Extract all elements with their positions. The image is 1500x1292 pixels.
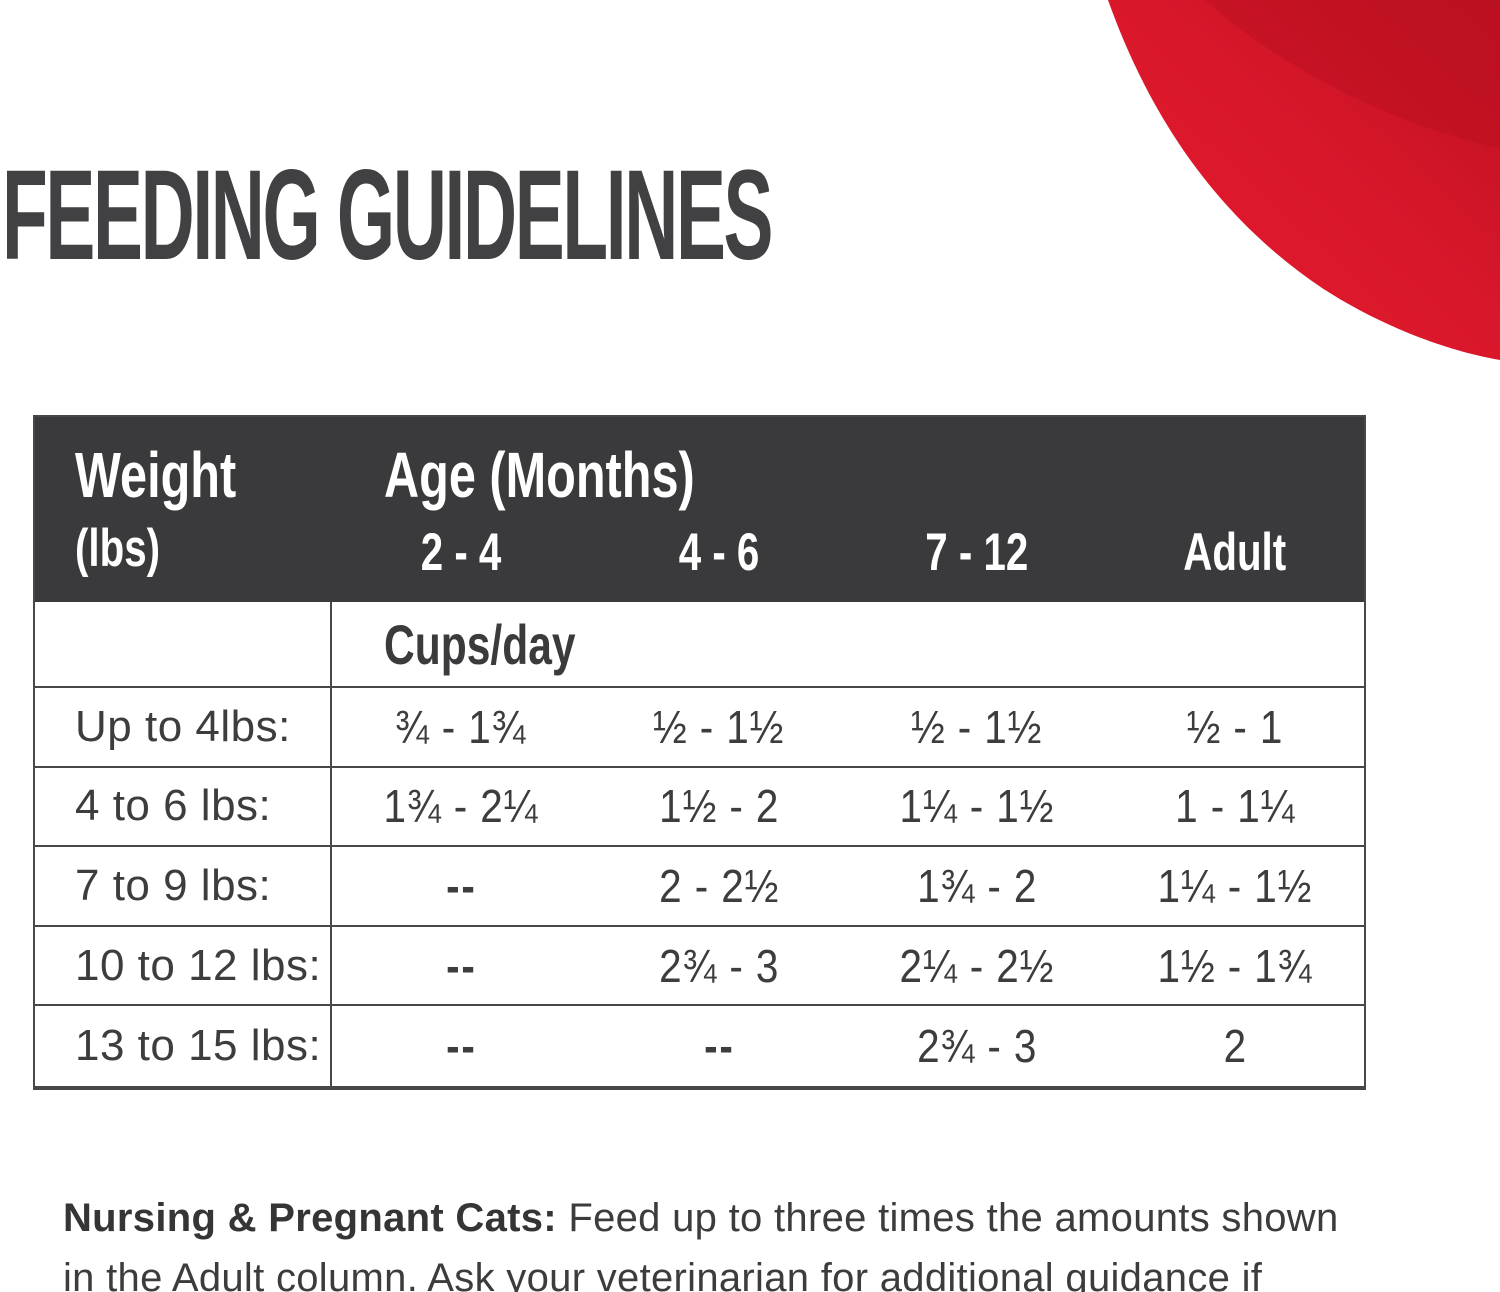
table-cell: 2 - 2½ bbox=[590, 847, 848, 927]
table-cell: 2¾ - 3 bbox=[848, 1006, 1106, 1086]
row-3-val-7-12: 1¾ - 2 bbox=[916, 859, 1038, 912]
header-col-7-12-label: 7 - 12 bbox=[925, 523, 1029, 582]
table-cell: 1¼ - 1½ bbox=[1106, 847, 1364, 927]
units-row-spacer bbox=[35, 602, 332, 688]
table-cell: 1 - 1¼ bbox=[1106, 768, 1364, 848]
row-4-val-adult: 1½ - 1¾ bbox=[1157, 939, 1313, 992]
table-cell: ½ - 1 bbox=[1106, 688, 1364, 768]
table-row-weight: Up to 4lbs: bbox=[35, 688, 332, 768]
table-cell: -- bbox=[332, 847, 590, 927]
nursing-pregnant-note: Nursing & Pregnant Cats: Feed up to thre… bbox=[63, 1188, 1363, 1292]
table-cell: ½ - 1½ bbox=[848, 688, 1106, 768]
row-2-val-2-4: 1¾ - 2¼ bbox=[383, 780, 539, 833]
header-col-adult-label: Adult bbox=[1183, 523, 1287, 582]
feeding-table: Weight Age (Months) (lbs) 2 - 4 4 - 6 7 … bbox=[33, 415, 1366, 1090]
row-5-val-7-12: 2¾ - 3 bbox=[916, 1020, 1038, 1073]
header-weight-unit: (lbs) bbox=[35, 512, 332, 602]
header-col-4-6: 4 - 6 bbox=[590, 512, 848, 602]
row-3-val-2-4: -- bbox=[445, 859, 477, 912]
table-cell: 1¾ - 2 bbox=[848, 847, 1106, 927]
row-5-weight-label: 13 to 15 lbs: bbox=[75, 1021, 322, 1071]
table-cell: 2 bbox=[1106, 1006, 1364, 1086]
row-2-val-4-6: 1½ - 2 bbox=[658, 780, 780, 833]
table-row-weight: 4 to 6 lbs: bbox=[35, 767, 332, 848]
table-cell: 1¾ - 2¼ bbox=[332, 768, 590, 848]
table-cell: ½ - 1½ bbox=[590, 688, 848, 768]
page-title: FEEDING GUIDELINES bbox=[2, 144, 774, 287]
table-body: Cups/day Up to 4lbs: ¾ - 1¾ ½ - 1½ ½ - 1… bbox=[35, 602, 1364, 1086]
table-row-weight: 10 to 12 lbs: bbox=[35, 926, 332, 1007]
table-cell: -- bbox=[590, 1006, 848, 1086]
row-4-val-2-4: -- bbox=[445, 939, 477, 992]
row-3-weight-label: 7 to 9 lbs: bbox=[75, 860, 272, 910]
header-age-label: Age (Months) bbox=[384, 439, 695, 511]
table-header: Weight Age (Months) (lbs) 2 - 4 4 - 6 7 … bbox=[35, 417, 1364, 602]
table-cell: -- bbox=[332, 927, 590, 1007]
header-col-4-6-label: 4 - 6 bbox=[678, 523, 760, 582]
row-1-val-2-4: ¾ - 1¾ bbox=[395, 700, 527, 753]
units-row: Cups/day bbox=[332, 602, 1364, 688]
table-cell: 1½ - 1¾ bbox=[1106, 927, 1364, 1007]
header-col-7-12: 7 - 12 bbox=[848, 512, 1106, 602]
units-label: Cups/day bbox=[384, 612, 576, 676]
row-4-val-4-6: 2¾ - 3 bbox=[658, 939, 780, 992]
row-1-val-4-6: ½ - 1½ bbox=[653, 700, 785, 753]
header-weight-unit-label: (lbs) bbox=[75, 519, 161, 578]
row-2-weight-label: 4 to 6 lbs: bbox=[75, 781, 272, 831]
table-cell: ¾ - 1¾ bbox=[332, 688, 590, 768]
row-4-weight-label: 10 to 12 lbs: bbox=[75, 940, 322, 990]
row-5-val-2-4: -- bbox=[445, 1020, 477, 1073]
row-5-val-4-6: -- bbox=[703, 1020, 735, 1073]
row-2-val-adult: 1 - 1¼ bbox=[1174, 780, 1296, 833]
row-1-val-adult: ½ - 1 bbox=[1186, 700, 1284, 753]
row-2-val-7-12: 1¼ - 1½ bbox=[899, 780, 1055, 833]
header-weight-label: Weight bbox=[75, 439, 237, 511]
row-3-val-adult: 1¼ - 1½ bbox=[1157, 859, 1313, 912]
table-cell: 1½ - 2 bbox=[590, 768, 848, 848]
header-weight: Weight bbox=[35, 417, 332, 512]
row-4-val-7-12: 2¼ - 2½ bbox=[899, 939, 1055, 992]
table-cell: 2¼ - 2½ bbox=[848, 927, 1106, 1007]
header-col-2-4-label: 2 - 4 bbox=[420, 523, 502, 582]
header-age-months: Age (Months) bbox=[332, 417, 1364, 512]
row-1-val-7-12: ½ - 1½ bbox=[911, 700, 1043, 753]
note-body-text: Feed up to three times the amounts shown… bbox=[63, 1196, 1339, 1292]
row-5-val-adult: 2 bbox=[1223, 1020, 1247, 1073]
table-row-weight: 7 to 9 lbs: bbox=[35, 847, 332, 927]
table-cell: 2¾ - 3 bbox=[590, 927, 848, 1007]
note-bold-lead: Nursing & Pregnant Cats: bbox=[63, 1196, 557, 1240]
row-3-val-4-6: 2 - 2½ bbox=[658, 859, 780, 912]
header-col-adult: Adult bbox=[1106, 512, 1364, 602]
table-cell: -- bbox=[332, 1006, 590, 1086]
header-col-2-4: 2 - 4 bbox=[332, 512, 590, 602]
table-row-weight: 13 to 15 lbs: bbox=[35, 1006, 332, 1086]
row-1-weight-label: Up to 4lbs: bbox=[75, 701, 291, 751]
table-cell: 1¼ - 1½ bbox=[848, 768, 1106, 848]
